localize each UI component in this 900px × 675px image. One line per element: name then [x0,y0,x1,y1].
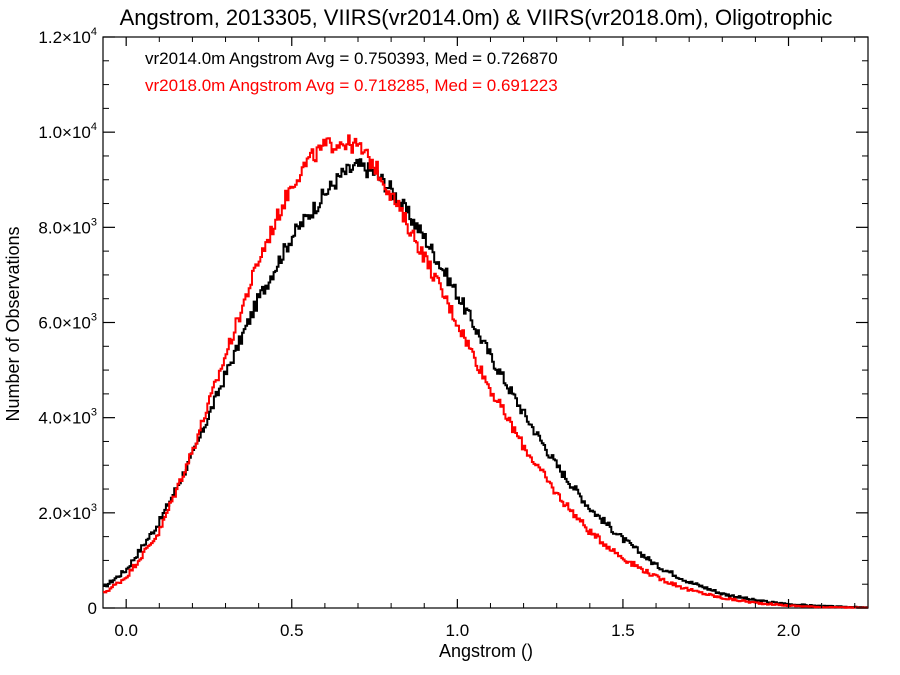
y-tick-label: 6.0×103 [38,312,97,333]
y-axis-label: Number of Observations [3,226,23,421]
x-axis-label: Angstrom () [439,641,533,661]
x-tick-label: 1.0 [446,621,470,640]
chart-title: Angstrom, 2013305, VIIRS(vr2014.0m) & VI… [120,5,833,30]
x-tick-label: 1.5 [611,621,635,640]
legend-entry-vr2014.0m: vr2014.0m Angstrom Avg = 0.750393, Med =… [145,49,558,68]
x-tick-label: 0.5 [280,621,304,640]
y-tick-label: 4.0×103 [38,407,97,428]
y-tick-label: 2.0×103 [38,502,97,523]
y-tick-label: 8.0×103 [38,216,97,237]
x-tick-label: 2.0 [777,621,801,640]
series-layer [103,134,868,609]
legend: vr2014.0m Angstrom Avg = 0.750393, Med =… [145,49,558,95]
x-tick-label: 0.0 [114,621,138,640]
y-tick-label: 0 [88,599,97,618]
plot-frame [102,36,869,609]
y-tick-label: 1.0×104 [38,121,97,142]
plot-border [102,36,869,609]
x-axis: 0.0 0.5 1.0 1.5 2.0 [114,37,856,640]
y-tick-label: 1.2×104 [38,26,97,47]
series-vr2014.0m [103,158,868,609]
legend-entry-vr2018.0m: vr2018.0m Angstrom Avg = 0.718285, Med =… [145,76,558,95]
y-axis: 0 2.0×103 4.0×103 6.0×103 8.0×103 1.0×104 1.2×… [38,26,868,618]
series-vr2018.0m [103,134,868,609]
